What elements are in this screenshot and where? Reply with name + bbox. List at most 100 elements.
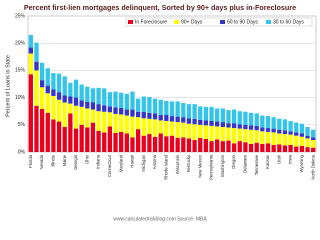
bar-segment [215,108,220,122]
bar-segment [254,142,259,152]
bar-segment [237,128,242,142]
bar-segment [215,126,220,140]
bar-segment [220,108,225,123]
bar-segment [135,111,141,118]
bar-segment [209,120,214,126]
bar-segment [220,141,225,152]
bar-segment [311,147,316,152]
bar-segment [68,103,73,114]
bar-segment [282,134,288,146]
bar-segment [175,122,180,138]
x-tick-label: Oregon [231,154,236,169]
bar-segment [282,119,288,131]
bar-segment [265,128,271,132]
bar-segment [237,141,242,152]
bar-segment [186,123,192,139]
bar-segment [192,124,197,141]
bar-segment [51,95,56,120]
bar-segment [135,117,141,130]
bar-segment [277,118,282,130]
bar-segment [85,86,90,102]
x-tick-label: Pennsylvania [209,154,214,180]
bar-segment [56,121,62,152]
bar-segment [265,116,271,129]
bar-segment [231,128,237,144]
bar-segment [119,107,124,115]
y-tick-label: 20% [15,41,26,47]
bar-segment [181,103,186,118]
bar-segment [130,116,135,138]
bar-segment [73,79,79,98]
bar-segment [90,102,96,110]
bar-segment [169,116,175,122]
bar-segment [141,96,146,112]
page: {"chart_data": {"type": "stacked_bar", "… [5,2,317,223]
bar-segment [299,136,305,147]
bar-segment [294,132,299,136]
bar-segment [119,92,124,108]
x-tick-label: Wisconsin [175,154,180,174]
bar-segment [68,82,73,97]
bar-segment [198,137,203,152]
bar-segment [34,42,39,62]
bar-segment [198,106,203,120]
bar-segment [34,61,39,71]
bar-segment [96,130,101,152]
bar-segment [79,84,84,101]
bar-segment [181,137,186,152]
legend-swatch [174,20,179,24]
bar-segment [164,115,169,121]
x-tick-label: Maine [62,154,67,166]
bar-segment [169,135,175,152]
bar-segment [158,115,163,121]
bar-segment [130,109,135,117]
bar-segment [169,121,175,136]
bar-segment [147,134,152,152]
bar-segment [248,112,254,126]
bar-segment [62,95,67,103]
bar-segment [79,100,84,107]
bar-segment [260,127,265,132]
x-tick-label: Illinois [51,155,56,167]
x-tick-label: Tennessee [254,154,259,175]
bar-segment [288,134,293,145]
bar-segment [311,129,316,138]
bar-segment [158,133,163,152]
bar-segment [68,113,73,152]
bar-segment [203,106,209,121]
bar-segment [34,105,39,152]
legend-swatch [128,20,133,24]
bar-segment [130,137,135,152]
bar-segment [34,70,39,106]
y-tick-label: 25% [15,13,26,19]
x-tick-label: Connecticut [107,154,112,177]
bar-segment [203,138,209,152]
bar-segment [96,104,101,112]
bar-segment [28,35,33,48]
footer: www.calculatedriskblog.com Source: MBA [113,216,207,222]
bar-segment [164,120,169,137]
bar-segment [198,119,203,125]
bar-segment [68,96,73,104]
x-tick-label: Indiana [96,154,101,168]
x-tick-label: Georgia [73,154,78,170]
bar-segment [305,126,310,136]
bar-segment [62,102,67,127]
bar-segment [45,112,50,152]
bar-segment [277,144,282,152]
bar-segment [96,87,101,105]
bar-segment [141,118,146,136]
bar-segment [265,143,271,152]
x-tick-label: Arizona [152,154,157,169]
bar-segment [271,144,276,152]
bar-segment [175,137,180,152]
bar-segment [220,126,225,142]
bar-segment [288,120,293,132]
x-tick-label: Kentucky [186,154,191,172]
bar-segment [152,119,158,137]
bar-segment [51,119,56,152]
bar-segment [158,99,163,116]
bar-segment [209,106,214,121]
bar-segment [198,124,203,138]
bar-segment [164,100,169,116]
